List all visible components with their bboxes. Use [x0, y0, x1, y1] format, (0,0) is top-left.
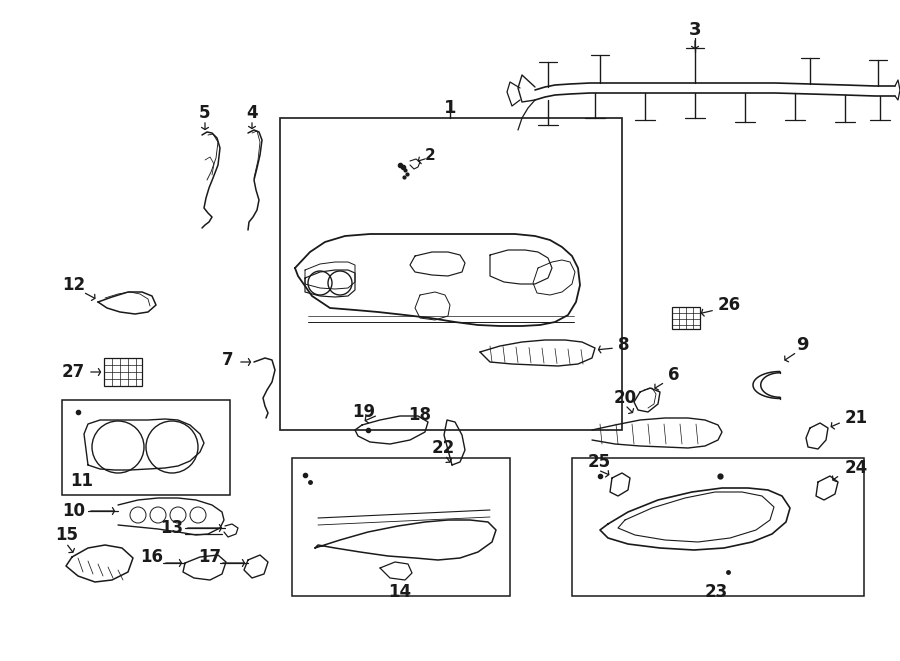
Text: 22: 22	[432, 439, 455, 457]
Text: 2: 2	[425, 147, 436, 163]
Text: 18: 18	[408, 406, 431, 424]
Text: 14: 14	[389, 583, 411, 601]
Text: 13: 13	[160, 519, 183, 537]
Text: 26: 26	[718, 296, 741, 314]
Text: 1: 1	[444, 99, 456, 117]
Text: 20: 20	[614, 389, 636, 407]
Bar	[280, 118, 622, 430]
Text: 3: 3	[688, 21, 701, 39]
Text: 27: 27	[62, 363, 86, 381]
Text: 12: 12	[62, 276, 86, 294]
Text: 6: 6	[668, 366, 680, 384]
Text: 5: 5	[199, 104, 211, 122]
Text: 19: 19	[352, 403, 375, 421]
Bar	[104, 358, 142, 386]
Bar	[62, 400, 230, 495]
Bar	[572, 458, 864, 596]
Text: 4: 4	[247, 104, 257, 122]
Text: 7: 7	[222, 351, 234, 369]
Text: 9: 9	[796, 336, 808, 354]
Text: 16: 16	[140, 548, 163, 566]
Text: 15: 15	[55, 526, 78, 544]
Text: 11: 11	[70, 472, 93, 490]
Bar	[292, 458, 510, 596]
Text: 21: 21	[845, 409, 868, 427]
Text: 25: 25	[588, 453, 611, 471]
Text: 17: 17	[198, 548, 221, 566]
Text: 24: 24	[845, 459, 868, 477]
Text: 10: 10	[62, 502, 85, 520]
Text: 23: 23	[705, 583, 727, 601]
Text: 8: 8	[618, 336, 629, 354]
Bar	[672, 307, 700, 329]
